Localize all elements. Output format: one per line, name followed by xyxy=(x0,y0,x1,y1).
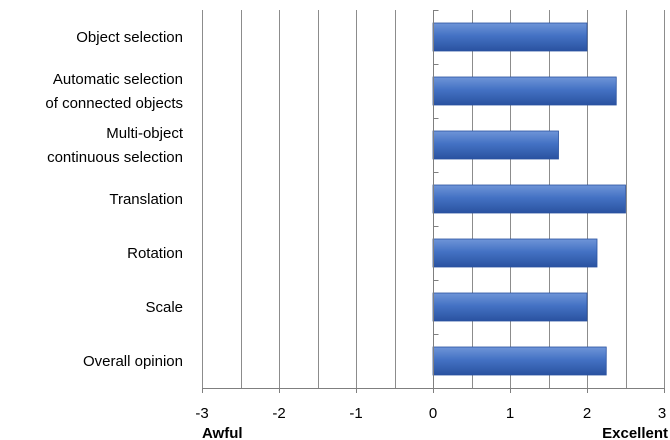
category-label: Scale xyxy=(145,299,183,316)
x-tick-label: 3 xyxy=(658,405,666,422)
axes xyxy=(202,10,665,393)
category-label: Automatic selection xyxy=(53,71,183,88)
category-label: Multi-object xyxy=(106,125,184,142)
category-label: Overall opinion xyxy=(83,353,183,370)
x-tick-label: -2 xyxy=(272,405,285,422)
category-label: Translation xyxy=(109,191,183,208)
bar xyxy=(432,346,607,376)
tick-labels: -3 -2 -1 0 1 2 3 xyxy=(195,405,666,422)
x-tick-label: 0 xyxy=(429,405,437,422)
x-tick-label: 1 xyxy=(506,405,514,422)
bar xyxy=(432,184,626,214)
category-label: of connected objects xyxy=(45,95,183,112)
axis-label-awful: Awful xyxy=(202,425,243,440)
bars xyxy=(432,22,626,376)
bar xyxy=(432,76,617,106)
x-tick-label: -3 xyxy=(195,405,208,422)
x-tick-label: 2 xyxy=(583,405,591,422)
bar xyxy=(432,238,598,268)
axis-label-excellent: Excellent xyxy=(602,425,668,440)
bar xyxy=(432,130,559,160)
category-label: Rotation xyxy=(127,245,183,262)
bar xyxy=(432,22,588,52)
x-tick-label: -1 xyxy=(349,405,362,422)
bar xyxy=(432,292,588,322)
category-label: continuous selection xyxy=(47,149,183,166)
category-label: Object selection xyxy=(76,29,183,46)
category-labels: Object selection Automatic selection of co… xyxy=(45,29,183,370)
